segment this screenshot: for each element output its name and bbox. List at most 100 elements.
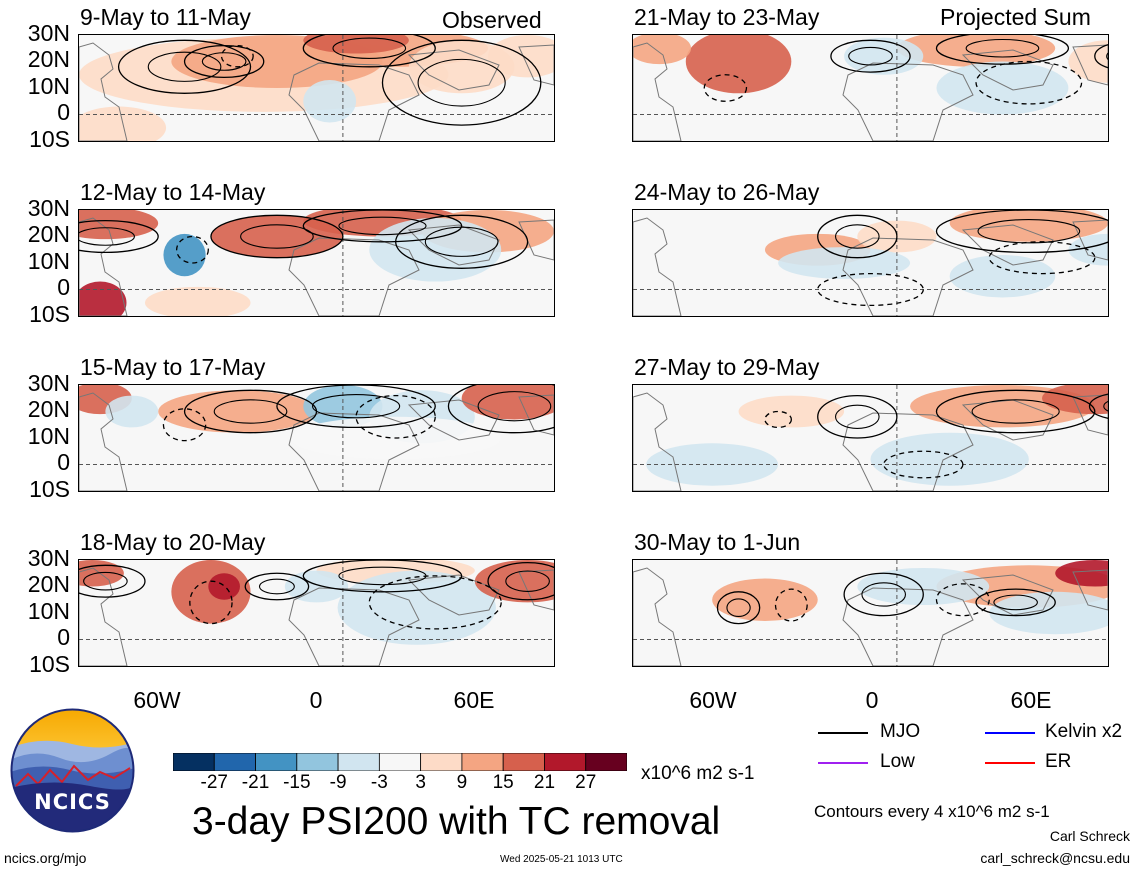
- lat-label: 10N: [27, 73, 70, 99]
- column-header-observed: Observed: [442, 7, 542, 33]
- map-panel-8: [632, 559, 1109, 667]
- colorbar-swatch: [213, 752, 256, 772]
- colorbar-tick-label: -9: [329, 772, 347, 793]
- psi-anomaly-shading: [1042, 385, 1108, 415]
- mjo-contour-positive: [935, 389, 1096, 434]
- lat-label: 0: [57, 624, 70, 650]
- colorbar-swatch: [420, 752, 463, 772]
- mjo-contour-positive: [381, 39, 542, 126]
- mjo-contour-positive: [332, 37, 407, 60]
- mjo-contour-negative: [162, 408, 207, 442]
- mjo-contour-positive: [834, 404, 880, 430]
- logo-text: NCICS: [34, 790, 111, 814]
- mjo-contour-positive: [240, 224, 314, 249]
- mjo-contour-negative: [817, 272, 924, 307]
- psi-anomaly-shading: [896, 35, 1056, 67]
- lat-label: 10S: [29, 476, 70, 502]
- mjo-contour-positive: [276, 385, 436, 429]
- psi-anomaly-shading: [144, 286, 251, 316]
- map-panel-4: [78, 559, 555, 667]
- lat-label: 20N: [27, 221, 70, 247]
- psi-anomaly-shading: [949, 255, 1056, 298]
- mjo-contour-positive: [395, 214, 529, 269]
- mjo-contour-negative: [988, 241, 1096, 275]
- panel-title-4: 18-May to 20-May: [80, 529, 266, 555]
- psi-anomaly-shading: [163, 233, 206, 277]
- panel-title-1: 9-May to 11-May: [80, 4, 251, 30]
- mjo-contour-positive: [417, 58, 506, 107]
- mjo-contour-positive: [505, 570, 550, 592]
- coastline: [1072, 569, 1108, 611]
- psi-anomaly-shading: [284, 570, 349, 603]
- mjo-contour-negative: [220, 44, 254, 68]
- legend-mjo-label: MJO: [880, 721, 921, 742]
- mjo-contour-positive: [817, 394, 898, 439]
- legend-low-label: Low: [880, 751, 915, 772]
- coastline: [407, 574, 500, 616]
- mjo-contour-negative: [935, 583, 990, 617]
- coastline: [633, 567, 682, 666]
- map-panel-5: [632, 34, 1109, 142]
- mjo-contour-positive: [213, 399, 288, 424]
- coastline: [842, 62, 974, 141]
- coastline: [79, 392, 128, 491]
- mjo-contour-positive: [935, 210, 1108, 254]
- coastline: [518, 569, 554, 611]
- mjo-contour-positive: [965, 38, 1040, 58]
- mjo-contour-positive: [210, 214, 344, 259]
- map-panel-1: [78, 34, 555, 142]
- coastline: [961, 574, 1054, 616]
- mjo-contour-negative: [975, 60, 1083, 105]
- coastline: [79, 217, 128, 316]
- colorbar-tick-label: 3: [415, 772, 426, 793]
- lon-label-60e-left: 60E: [453, 687, 495, 713]
- colorbar-swatch: [585, 752, 628, 772]
- mjo-contour-positive: [834, 224, 880, 249]
- coastline: [842, 412, 974, 491]
- lat-label: 20N: [27, 396, 70, 422]
- mjo-contour-negative: [774, 588, 808, 622]
- mjo-contour-positive: [1106, 52, 1108, 61]
- mjo-contour-negative: [883, 450, 964, 479]
- mjo-contour-positive: [848, 46, 893, 66]
- lat-label: 0: [57, 274, 70, 300]
- psi-anomaly-shading: [738, 395, 845, 428]
- coastline: [633, 217, 682, 316]
- map-panel-6: [632, 209, 1109, 317]
- legend-low-line: [818, 762, 868, 764]
- psi-anomaly-shading: [79, 210, 159, 240]
- lon-label-0-right: 0: [865, 687, 879, 713]
- column-header-projected: Projected Sum: [940, 4, 1091, 30]
- coastline: [288, 62, 420, 141]
- mjo-contour-positive: [201, 52, 247, 71]
- ncics-logo: NCICS: [10, 708, 135, 838]
- lon-label-60e-right: 60E: [1010, 687, 1052, 713]
- psi-anomaly-shading: [936, 61, 1069, 115]
- lon-label-60w-left: 60W: [133, 687, 181, 713]
- mjo-contour-negative: [368, 575, 502, 630]
- coastline: [79, 42, 128, 141]
- map-panel-7: [632, 384, 1109, 492]
- mjo-contour-positive: [1103, 400, 1108, 412]
- footer-author: Carl Schreck: [1049, 828, 1130, 844]
- mjo-contour-positive: [971, 399, 1060, 424]
- colorbar-tick-label: -3: [370, 772, 388, 793]
- mjo-contour-positive: [861, 582, 907, 607]
- mjo-contour-positive: [311, 393, 401, 419]
- mjo-contour-positive: [183, 44, 265, 79]
- psi-anomaly-shading: [408, 40, 515, 94]
- legend-mjo-line: [818, 732, 868, 734]
- panel-title-2: 12-May to 14-May: [80, 179, 266, 205]
- mjo-contour-positive: [258, 578, 295, 595]
- mjo-contour-positive: [817, 214, 898, 259]
- psi-anomaly-shading: [633, 35, 692, 65]
- panel-title-6: 24-May to 26-May: [634, 179, 820, 205]
- colorbar-tick-label: -15: [283, 772, 311, 793]
- psi-anomaly-shading: [844, 37, 924, 75]
- psi-anomaly-shading: [1068, 40, 1108, 83]
- coastline: [518, 219, 554, 261]
- colorbar-swatch: [296, 752, 339, 772]
- main-title: 3-day PSI200 with TC removal: [192, 800, 721, 843]
- lon-label-0-left: 0: [309, 687, 323, 713]
- colorbar: [172, 752, 628, 776]
